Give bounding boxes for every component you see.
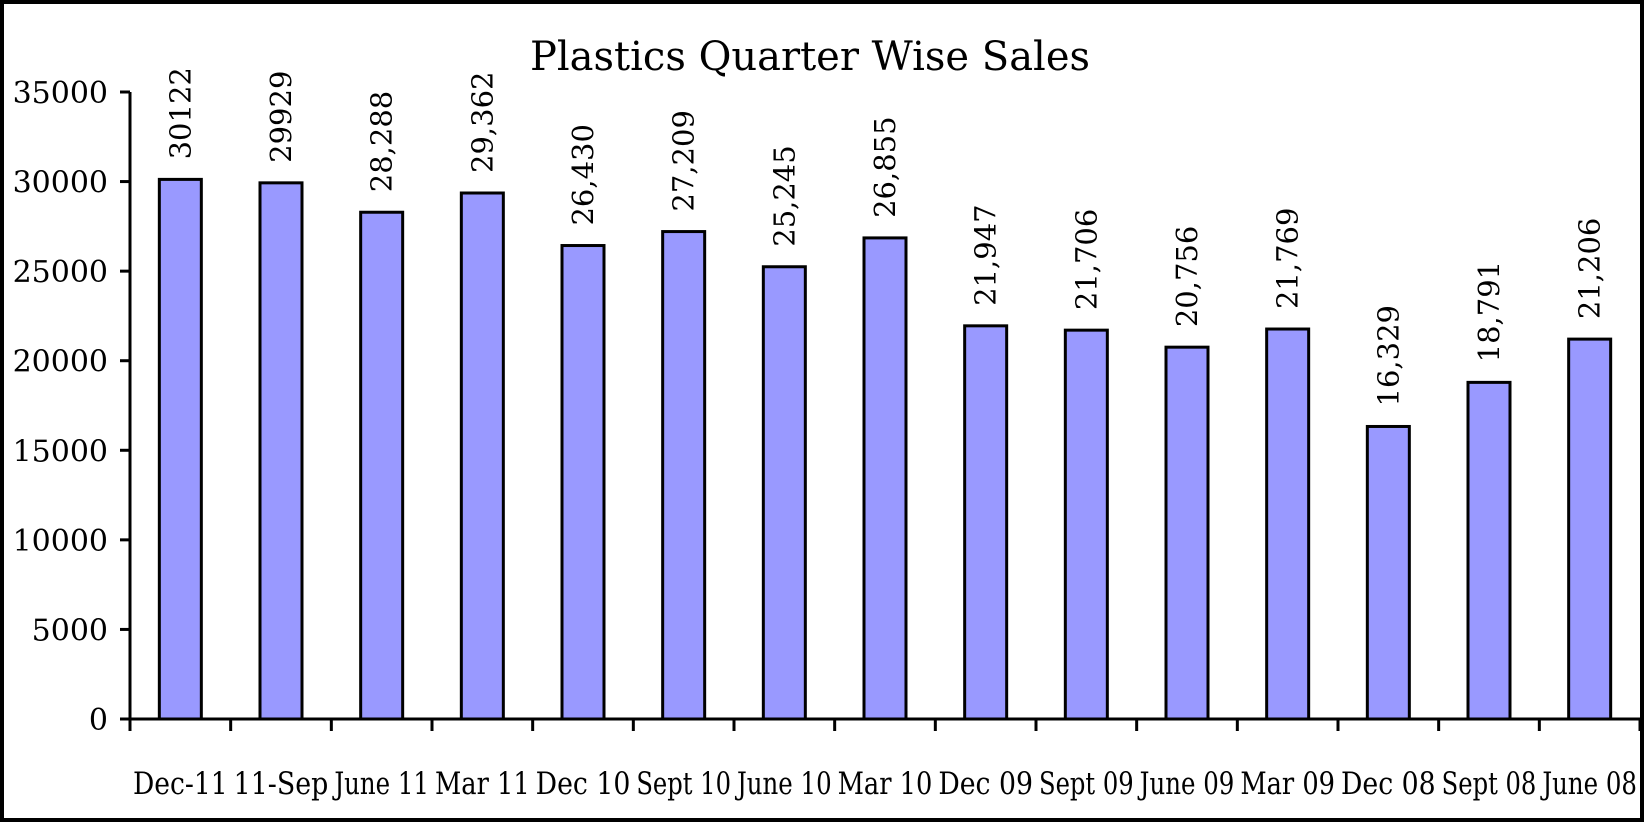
bar	[1265, 327, 1311, 721]
x-category-label: Dec 10	[536, 766, 631, 802]
bar	[1164, 345, 1210, 721]
x-category-label: Sept 10	[636, 766, 731, 802]
data-label: 27,209	[667, 110, 701, 211]
bar	[1365, 424, 1411, 721]
y-tick-label: 5000	[32, 613, 108, 648]
data-label: 28,288	[365, 91, 399, 192]
y-tick-label: 35000	[13, 76, 108, 111]
x-category-label: June 11	[332, 766, 429, 802]
data-label-group: 30122 29929 28,288 29,362 26,430 27,209 25,245…	[163, 67, 1606, 406]
x-category-label: Mar 09	[1240, 766, 1335, 802]
data-label: 26,430	[566, 124, 600, 225]
y-tick-label: 25000	[13, 255, 108, 290]
x-category-label: Dec-11	[133, 766, 228, 802]
bar	[1567, 337, 1613, 721]
bar	[1063, 328, 1109, 721]
bar-series	[157, 177, 1613, 721]
data-label: 21,706	[1069, 209, 1103, 310]
data-label: 25,245	[767, 145, 801, 246]
bar	[661, 230, 707, 721]
data-label: 26,855	[868, 116, 902, 217]
x-category-label: June 09	[1137, 766, 1234, 802]
x-axis: Dec-11 11-Sep June 11 Mar 11 Dec 10 Sept 10 Ju…	[128, 717, 1642, 802]
bar	[359, 210, 405, 721]
data-label: 30122	[163, 67, 197, 159]
bar	[963, 324, 1009, 721]
bar	[1466, 380, 1512, 721]
data-label: 21,206	[1573, 218, 1607, 319]
y-tick-label: 15000	[13, 434, 108, 469]
x-category-label: June 10	[735, 766, 832, 802]
y-tick-label: 20000	[13, 345, 108, 380]
x-category-label: Mar 10	[838, 766, 933, 802]
bar	[862, 236, 908, 721]
data-label: 29,362	[465, 72, 499, 173]
y-axis: 0 5000 10000 15000 20000 25000 30000 35000	[13, 76, 132, 738]
x-category-label: Dec 09	[938, 766, 1033, 802]
bar	[459, 191, 505, 721]
bar-chart: Plastics Quarter Wise Sales 0 5000 10000 15…	[13, 34, 1642, 802]
data-label: 18,791	[1472, 261, 1506, 362]
x-category-label: 11-Sep	[234, 766, 329, 802]
data-label: 20,756	[1170, 226, 1204, 327]
y-tick-label: 0	[89, 703, 108, 738]
data-label: 21,947	[969, 204, 1003, 305]
bar	[157, 177, 203, 721]
data-label: 21,769	[1271, 208, 1305, 309]
x-category-label: Mar 11	[435, 766, 530, 802]
y-tick-label: 10000	[13, 524, 108, 559]
x-category-label: Sept 09	[1039, 766, 1134, 802]
data-label: 16,329	[1371, 305, 1405, 406]
x-category-label: June 08	[1540, 766, 1637, 802]
x-category-label: Sept 08	[1442, 766, 1537, 802]
y-tick-label: 30000	[13, 166, 108, 201]
data-label: 29929	[264, 71, 298, 163]
bar	[258, 181, 304, 721]
x-category-label: Dec 08	[1341, 766, 1436, 802]
chart-title: Plastics Quarter Wise Sales	[530, 34, 1090, 80]
bar	[560, 244, 606, 721]
bar	[761, 265, 807, 721]
